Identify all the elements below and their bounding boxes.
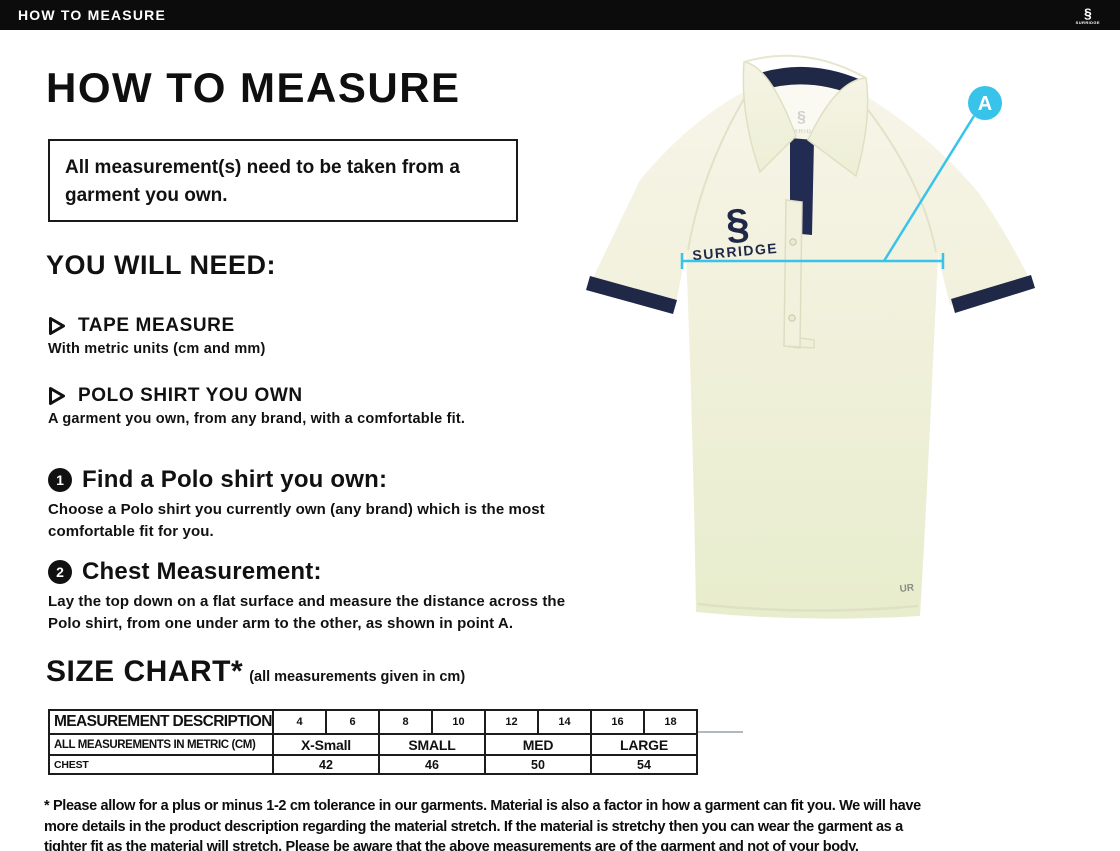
footnote-text: * Please allow for a plus or minus 1-2 c… — [44, 798, 921, 851]
size-cell: 8 — [378, 709, 433, 735]
top-bar-title: HOW TO MEASURE — [18, 7, 166, 23]
triangle-bullet-icon — [49, 317, 65, 335]
callout-line — [882, 115, 976, 262]
size-chart-subtitle: (all measurements given in cm) — [249, 669, 466, 685]
collar-flap-right — [807, 77, 869, 178]
polo-shirt-illustration: § SURRIDGE § SURRIDGE UR — [586, 54, 1035, 619]
hem-seam — [697, 602, 919, 612]
table-row-sizes: MEASUREMENT DESCRIPTION 4 6 8 10 12 14 1… — [48, 709, 698, 735]
triangle-bullet-icon — [49, 387, 65, 405]
measurement-cell: 46 — [378, 754, 486, 775]
raglan-seam-right — [861, 101, 937, 253]
need-item-title: TAPE MEASURE — [78, 315, 235, 336]
placket-button — [788, 314, 796, 322]
you-will-need-heading: YOU WILL NEED: — [46, 250, 277, 280]
need-item-title: POLO SHIRT YOU OWN — [78, 385, 303, 406]
need-item-desc: A garment you own, from any brand, with … — [48, 411, 466, 427]
measurement-cell: 42 — [272, 754, 380, 775]
table-row-size-groups: ALL MEASUREMENTS IN METRIC (CM) X-Small … — [48, 733, 698, 756]
size-cell: 4 — [272, 709, 327, 735]
notice-box: All measurement(s) need to be taken from… — [48, 139, 518, 222]
measurement-annotation — [680, 115, 976, 269]
row-header-chest: CHEST — [48, 754, 274, 775]
top-bar: HOW TO MEASURE § SURRIDGE — [0, 0, 1120, 30]
notice-text: All measurement(s) need to be taken from… — [65, 157, 460, 206]
step-2-title-row: 2 Chest Measurement: — [48, 558, 322, 586]
row-header-metric: ALL MEASUREMENTS IN METRIC (CM) — [48, 733, 274, 756]
size-chart-title: SIZE CHART* — [46, 655, 244, 688]
step-1-number-badge: 1 — [48, 468, 72, 492]
size-group-cell: SMALL — [378, 733, 486, 756]
placket-strip — [783, 199, 803, 349]
need-item-polo-shirt: POLO SHIRT YOU OWN — [48, 385, 303, 407]
size-cell: 18 — [643, 709, 698, 735]
step-1-description: Choose a Polo shirt you currently own (a… — [48, 501, 545, 540]
step-2-description: Lay the top down on a flat surface and m… — [48, 593, 566, 632]
need-item-tape-measure: TAPE MEASURE — [48, 315, 235, 337]
point-a-label: A — [978, 93, 992, 115]
surridge-emblem-icon: § — [1083, 4, 1092, 21]
size-chart-table: MEASUREMENT DESCRIPTION 4 6 8 10 12 14 1… — [48, 709, 698, 775]
size-cell: 16 — [590, 709, 645, 735]
placket-button — [789, 238, 797, 246]
chest-logo-emblem-icon: § — [724, 199, 751, 248]
collar-neck-band — [751, 66, 861, 97]
size-cell: 14 — [537, 709, 592, 735]
measurement-cell: 50 — [484, 754, 592, 775]
size-cell: 6 — [325, 709, 380, 735]
step-2-number-badge: 2 — [48, 560, 72, 584]
size-group-cell: LARGE — [590, 733, 698, 756]
table-tail-line — [698, 731, 743, 733]
chest-logo: § SURRIDGE — [692, 199, 779, 263]
polo-shirt-diagram: § SURRIDGE § SURRIDGE UR — [586, 54, 1035, 619]
chest-logo-word: SURRIDGE — [692, 240, 779, 263]
surridge-logo-word: SURRIDGE — [1075, 19, 1100, 25]
shirt-body — [592, 84, 1030, 619]
placket-bottom-seam — [783, 337, 815, 349]
size-group-cell: X-Small — [272, 733, 380, 756]
point-a-marker — [968, 86, 1002, 120]
need-item-desc: With metric units (cm and mm) — [48, 341, 266, 357]
size-group-cell: MED — [484, 733, 592, 756]
size-cell: 10 — [431, 709, 486, 735]
raglan-seam-left — [687, 96, 746, 251]
neck-label-word: SURRIDGE — [783, 129, 823, 135]
neck-label-emblem-icon: § — [797, 109, 806, 126]
size-cell: 12 — [484, 709, 539, 735]
size-chart-heading: SIZE CHART* (all measurements given in cm… — [46, 655, 465, 689]
page-title: HOW TO MEASURE — [46, 64, 461, 111]
collar-top-edge — [743, 54, 867, 79]
measurement-cell: 54 — [590, 754, 698, 775]
step-2-title: Chest Measurement: — [82, 558, 322, 585]
cuff-trim-right — [951, 275, 1035, 313]
step-1-title: Find a Polo shirt you own: — [82, 466, 388, 493]
table-row-chest: CHEST 42 46 50 54 — [48, 754, 698, 775]
step-1-title-row: 1 Find a Polo shirt you own: — [48, 466, 387, 494]
hem-watermark: UR — [899, 582, 915, 595]
collar-flap-left — [742, 61, 797, 174]
cuff-trim-left — [586, 276, 677, 314]
surridge-logo-icon: § SURRIDGE — [1076, 6, 1100, 25]
col-header-measurement-description: MEASUREMENT DESCRIPTION — [48, 709, 274, 735]
